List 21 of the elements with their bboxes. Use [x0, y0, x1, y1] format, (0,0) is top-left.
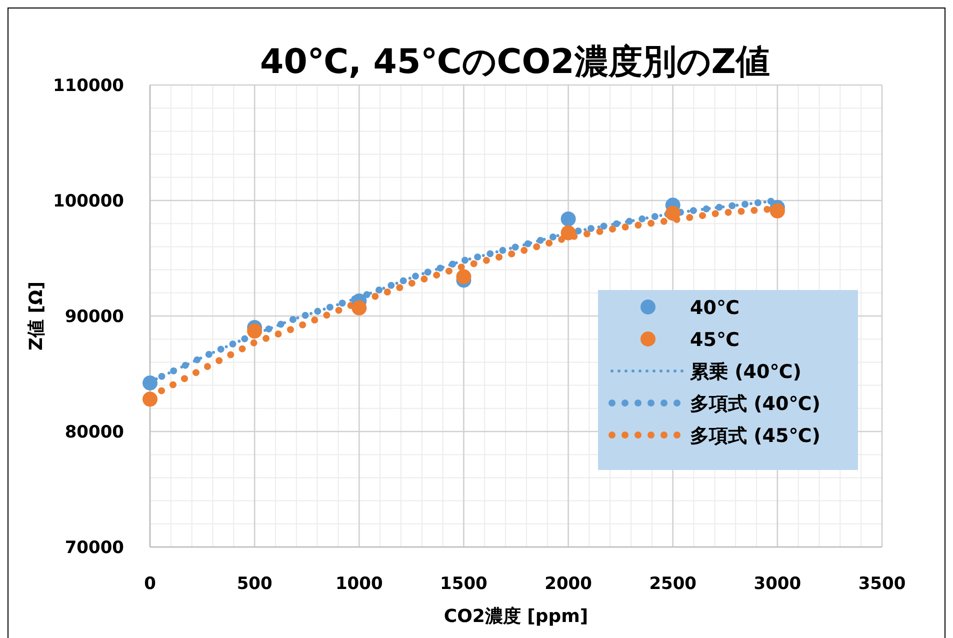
- y-tick-label: 100000: [53, 192, 124, 212]
- legend-label: 累乗 (40℃): [689, 361, 802, 383]
- y-tick-label: 80000: [64, 422, 124, 442]
- legend-label: 多項式 (45℃): [690, 425, 820, 447]
- legend-label: 40℃: [690, 297, 740, 319]
- x-axis-title: CO2濃度 [ppm]: [444, 606, 588, 627]
- chart-title: 40℃, 45℃のCO2濃度別のZ値: [260, 42, 770, 82]
- legend-label: 45℃: [690, 329, 740, 351]
- y-tick-label: 90000: [64, 307, 124, 327]
- y-tick-label: 70000: [64, 538, 124, 558]
- x-tick-label: 1000: [335, 574, 383, 594]
- y-tick-label: 110000: [53, 76, 124, 96]
- x-tick-label: 2000: [544, 574, 592, 594]
- x-tick-label: 1500: [440, 574, 488, 594]
- y-axis-title: Z値 [Ω]: [26, 281, 47, 351]
- x-tick-label: 2500: [649, 574, 697, 594]
- legend-label: 多項式 (40℃): [690, 393, 820, 415]
- x-tick-label: 0: [144, 574, 156, 594]
- x-tick-label: 3000: [754, 574, 802, 594]
- x-tick-label: 500: [236, 574, 272, 594]
- x-tick-label: 3500: [858, 574, 906, 594]
